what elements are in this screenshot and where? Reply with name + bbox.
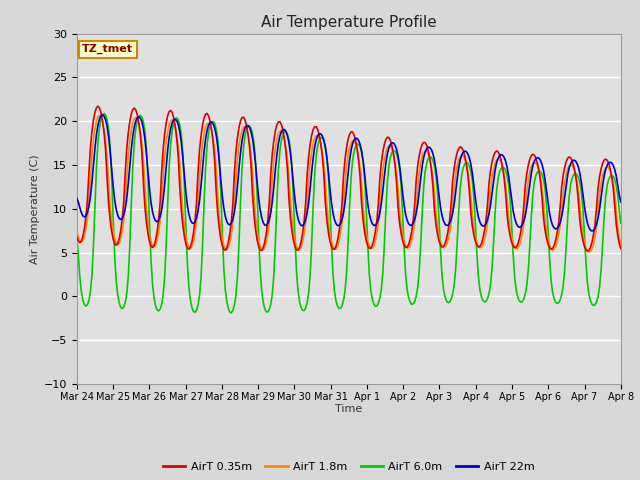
Y-axis label: Air Temperature (C): Air Temperature (C) (29, 154, 40, 264)
X-axis label: Time: Time (335, 405, 362, 414)
Legend: AirT 0.35m, AirT 1.8m, AirT 6.0m, AirT 22m: AirT 0.35m, AirT 1.8m, AirT 6.0m, AirT 2… (159, 457, 539, 477)
Title: Air Temperature Profile: Air Temperature Profile (261, 15, 436, 30)
Text: TZ_tmet: TZ_tmet (82, 44, 133, 54)
